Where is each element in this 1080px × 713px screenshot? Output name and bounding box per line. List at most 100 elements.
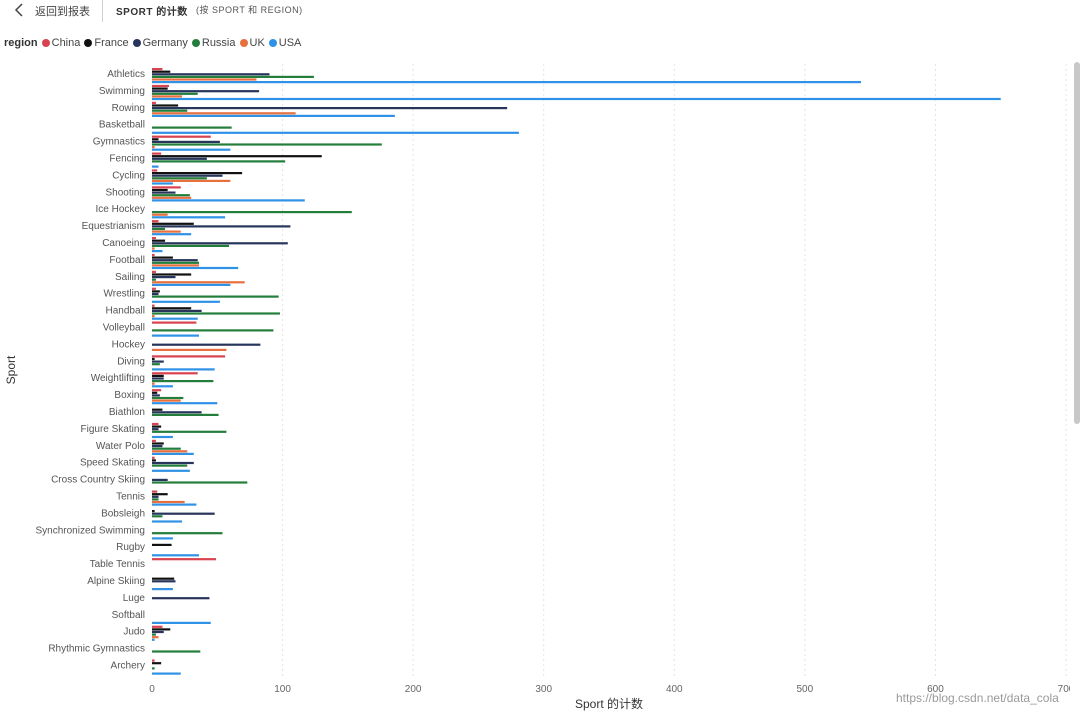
y-tick-label: Softball <box>112 610 145 621</box>
bar-uk <box>152 281 245 284</box>
bar-china <box>152 186 181 189</box>
bar-usa <box>152 588 173 591</box>
bar-germany <box>152 292 159 296</box>
bar-germany <box>152 428 159 431</box>
y-tick-label: Equestrianism <box>82 221 145 232</box>
bar-germany <box>152 512 215 515</box>
bar-russia <box>152 211 352 214</box>
y-tick-label: Biathlon <box>109 407 145 418</box>
bar-russia <box>152 244 230 247</box>
bar-germany <box>152 157 207 160</box>
bar-germany <box>152 630 164 634</box>
bar-russia <box>152 177 207 180</box>
legend-item-uk[interactable]: UK <box>239 37 265 49</box>
bar-france <box>152 256 173 259</box>
bar-uk <box>152 78 257 81</box>
bar-germany <box>152 309 202 312</box>
bar-uk <box>152 382 155 385</box>
bar-china <box>152 456 155 459</box>
x-tick-label: 100 <box>274 684 291 695</box>
bar-usa <box>152 452 194 455</box>
bar-uk <box>152 95 183 98</box>
legend-dot-icon <box>132 39 141 47</box>
bar-germany <box>152 107 508 110</box>
bar-china <box>152 490 158 493</box>
bar-china <box>152 169 158 172</box>
y-tick-label: Fencing <box>109 154 145 165</box>
bar-germany <box>152 174 223 177</box>
bar-russia <box>152 667 155 670</box>
bar-usa <box>152 435 173 439</box>
bar-germany <box>152 597 210 600</box>
visual-title: SPORT 的计数 <box>116 7 188 18</box>
legend-item-france[interactable]: France <box>84 37 129 49</box>
y-tick-label: Shooting <box>106 187 145 198</box>
y-tick-label: Cycling <box>112 170 145 181</box>
bar-germany <box>152 73 270 76</box>
legend-item-usa[interactable]: USA <box>268 37 302 49</box>
bar-usa <box>152 81 862 84</box>
bar-russia <box>152 380 214 383</box>
legend-dot-icon <box>239 39 248 47</box>
x-tick-label: 400 <box>666 684 683 695</box>
bar-usa <box>152 469 190 472</box>
bar-russia <box>152 126 232 129</box>
bar-france <box>152 172 243 175</box>
bar-germany <box>152 394 160 397</box>
bar-uk <box>152 196 192 199</box>
bar-usa <box>152 317 198 320</box>
bar-france <box>152 273 192 276</box>
legend-title: region <box>4 37 38 49</box>
watermark-text: https://blog.csdn.net/data_cola <box>896 691 1059 705</box>
bar-usa <box>152 233 192 236</box>
bar-china <box>152 287 156 290</box>
chevron-left-icon[interactable] <box>12 2 26 18</box>
y-tick-label: Alpine Skiing <box>87 576 145 587</box>
bar-russia <box>152 312 280 315</box>
bar-usa <box>152 131 519 134</box>
y-tick-label: Bobsleigh <box>101 508 145 519</box>
bar-france <box>152 510 155 513</box>
legend-item-russia[interactable]: Russia <box>191 37 236 49</box>
bar-russia <box>152 194 190 197</box>
bar-usa <box>152 283 231 286</box>
y-tick-label: Diving <box>117 356 145 367</box>
bar-france <box>152 543 172 546</box>
x-tick-label: 500 <box>797 684 814 695</box>
bar-russia <box>152 498 159 501</box>
legend-label: France <box>94 37 129 49</box>
x-tick-label: 700 <box>1058 684 1070 695</box>
bar-germany <box>152 140 220 143</box>
bar-germany <box>152 191 176 194</box>
bar-china <box>152 558 216 561</box>
bar-russia <box>152 92 198 95</box>
y-tick-label: Swimming <box>99 86 145 97</box>
bar-usa <box>152 402 218 405</box>
bar-russia <box>152 278 156 281</box>
bar-uk <box>152 230 181 233</box>
bar-russia <box>152 160 286 163</box>
bar-usa <box>152 97 1001 101</box>
bar-china <box>152 68 163 71</box>
y-tick-label: Luge <box>123 593 146 604</box>
back-to-report-link[interactable]: 返回到报表 <box>35 6 90 18</box>
vertical-scrollbar[interactable] <box>1074 62 1080 424</box>
header-divider <box>102 0 103 22</box>
bar-uk <box>152 112 296 115</box>
legend-label: USA <box>278 37 302 49</box>
bar-germany <box>152 461 194 465</box>
bar-uk <box>152 450 188 453</box>
bar-usa <box>152 114 395 117</box>
legend-item-china[interactable]: China <box>41 37 81 49</box>
bar-usa <box>152 266 239 270</box>
legend-item-germany[interactable]: Germany <box>132 37 188 49</box>
bar-france <box>152 307 192 310</box>
bar-france <box>152 662 162 665</box>
y-tick-label: Figure Skating <box>81 424 145 435</box>
y-tick-label: Sailing <box>115 272 145 283</box>
legend-label: China <box>51 37 81 49</box>
bar-china <box>152 321 197 324</box>
bar-china <box>152 439 156 442</box>
x-tick-label: 0 <box>149 684 155 695</box>
